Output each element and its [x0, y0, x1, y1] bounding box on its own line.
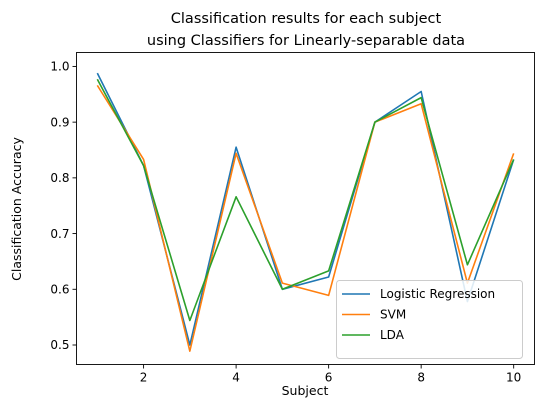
x-axis: 2 4 6 8 10	[140, 364, 521, 385]
legend-label-logistic-regression: Logistic Regression	[380, 287, 495, 301]
y-tick-label: 1.0	[50, 60, 69, 74]
series-lines	[96, 72, 515, 352]
chart-title-line-2: using Classifiers for Linearly-separable…	[147, 33, 465, 49]
x-tick-label: 8	[417, 371, 425, 385]
y-axis: 0.5 0.6 0.7 0.8 0.9 1.0	[50, 60, 77, 352]
y-axis-label: Classification Accuracy	[9, 137, 24, 281]
y-tick-label: 0.6	[50, 282, 69, 296]
y-tick-label: 0.5	[50, 338, 69, 352]
x-tick-label: 2	[140, 371, 148, 385]
legend-label-svm: SVM	[380, 308, 406, 322]
legend-box	[336, 280, 523, 359]
plot-area	[76, 52, 535, 365]
x-tick-label: 6	[325, 371, 333, 385]
legend-label-lda: LDA	[380, 328, 405, 342]
chart-title-line-1: Classification results for each subject	[171, 11, 442, 27]
series-line-svm	[96, 84, 515, 352]
x-axis-label: Subject	[282, 383, 329, 398]
y-tick-label: 0.9	[50, 115, 69, 129]
x-tick-label: 10	[506, 371, 521, 385]
y-tick-label: 0.7	[50, 227, 69, 241]
series-line-lda	[96, 78, 515, 322]
y-tick-label: 0.8	[50, 171, 69, 185]
x-tick-label: 4	[232, 371, 240, 385]
legend: Logistic Regression SVM LDA	[336, 280, 523, 359]
